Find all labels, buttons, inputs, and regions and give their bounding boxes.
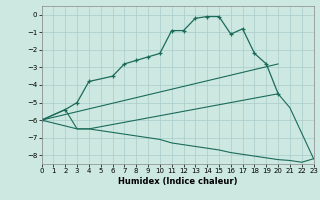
X-axis label: Humidex (Indice chaleur): Humidex (Indice chaleur) [118, 177, 237, 186]
